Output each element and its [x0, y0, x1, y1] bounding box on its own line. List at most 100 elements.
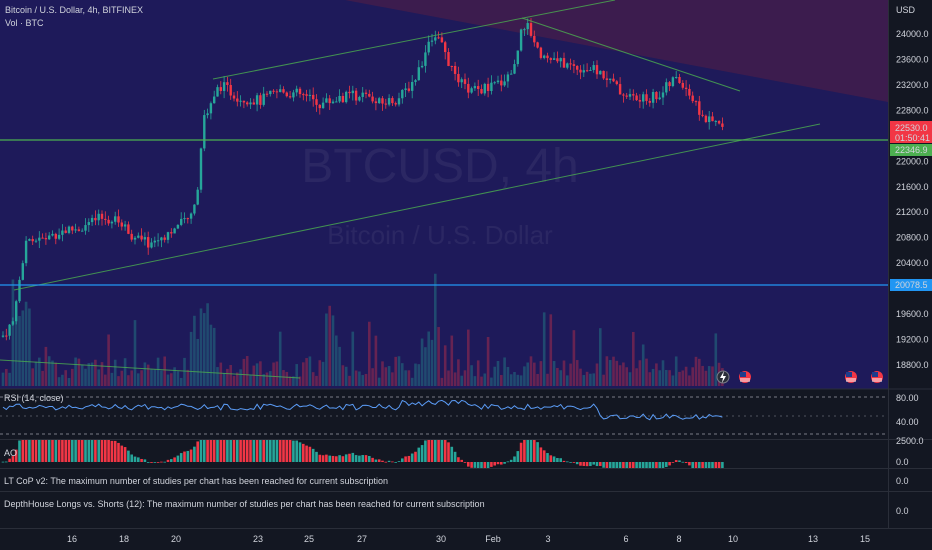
candle — [595, 60, 599, 79]
candle — [114, 211, 117, 225]
rsi-label[interactable]: RSI (14, close) — [4, 393, 64, 403]
candle — [618, 77, 622, 95]
candle — [500, 74, 503, 92]
ao-label[interactable]: AO — [4, 448, 17, 458]
ao-bar — [493, 462, 496, 466]
volume-bar — [97, 369, 100, 386]
volume-bar — [275, 361, 279, 386]
volume-bar — [655, 363, 658, 386]
volume-bar — [602, 374, 605, 386]
candle — [298, 86, 302, 98]
ao-bar — [572, 462, 576, 463]
descending-trendline[interactable] — [521, 17, 741, 92]
volume-bar — [11, 279, 15, 386]
volume-trendline[interactable] — [0, 359, 301, 379]
candle — [206, 108, 209, 119]
ao-bar — [5, 461, 8, 463]
ao-bar — [80, 440, 84, 462]
volume-bar — [321, 361, 325, 386]
ao-bar — [305, 445, 308, 462]
candle — [249, 98, 252, 109]
ao-bar — [513, 456, 516, 462]
volume-bar — [645, 358, 648, 386]
volume-bar — [407, 370, 411, 386]
ao-bar — [31, 440, 34, 462]
volume-bar — [605, 356, 609, 386]
volume-bar — [562, 360, 566, 386]
price-tick: 23200.0 — [896, 80, 929, 90]
candle — [8, 324, 11, 340]
volume-label[interactable]: Vol · BTC — [5, 18, 44, 28]
ao-bar — [671, 462, 675, 463]
ao-bar — [206, 440, 209, 462]
upper-level-tag: 22346.9 — [890, 144, 932, 156]
ao-bar — [335, 456, 338, 462]
rsi-line — [2, 399, 723, 421]
time-axis[interactable]: 16 18 20 23 25 27 30 Feb 3 6 8 10 13 15 — [67, 534, 870, 544]
ltcop-label[interactable]: LT CoP v2: The maximum number of studies… — [4, 476, 388, 486]
symbol-title[interactable]: Bitcoin / U.S. Dollar, 4h, BITFINEX — [5, 5, 143, 15]
ao-bar — [453, 451, 457, 462]
ao-bar — [344, 454, 348, 462]
volume-bar — [681, 370, 685, 386]
channel-upper-trendline[interactable] — [212, 0, 616, 80]
volume-bar — [704, 370, 708, 386]
candle — [351, 85, 354, 101]
candle — [48, 232, 51, 240]
candle — [585, 63, 589, 73]
candle — [74, 223, 77, 234]
volume-bar — [127, 375, 130, 386]
volume-bar — [328, 305, 331, 386]
ao-bar — [166, 459, 170, 462]
candle — [31, 235, 34, 246]
candle — [15, 299, 18, 325]
volume-bar — [635, 368, 638, 386]
candle — [54, 232, 57, 245]
time-tick: 8 — [676, 534, 681, 544]
ao-bar — [74, 440, 77, 462]
candle — [302, 92, 305, 101]
candle — [259, 92, 262, 109]
candle — [1, 331, 5, 338]
ao-bar — [179, 453, 183, 462]
depthhouse-label[interactable]: DepthHouse Longs vs. Shorts (12): The ma… — [4, 499, 485, 509]
channel-lower-trendline[interactable] — [13, 123, 821, 291]
volume-bar — [77, 358, 81, 386]
candle — [546, 52, 549, 63]
candle — [642, 91, 645, 109]
us-flag-icon[interactable] — [845, 371, 857, 383]
ao-bar — [674, 460, 678, 462]
candle — [338, 89, 341, 104]
flash-icon[interactable] — [716, 370, 730, 384]
volume-bar — [434, 273, 437, 386]
volume-bar — [14, 305, 18, 386]
ao-bar — [183, 451, 186, 462]
ao-bar — [496, 462, 500, 465]
volume-bar — [193, 315, 196, 386]
candle — [473, 82, 477, 92]
volume-bar — [31, 368, 34, 386]
lower-level-tag: 20078.5 — [890, 279, 932, 291]
volume-bar — [608, 360, 612, 386]
ao-bar — [259, 440, 262, 462]
candle — [404, 82, 407, 97]
volume-bar — [457, 359, 460, 386]
candle — [199, 147, 203, 193]
candle — [295, 85, 298, 97]
candle — [579, 65, 582, 80]
volume-bar — [285, 371, 289, 386]
ao-bar — [282, 440, 285, 462]
volume-bar — [150, 369, 153, 386]
volume-bar — [701, 365, 704, 386]
price-axis-ticks[interactable]: 24000.0 23600.0 23200.0 22800.0 22000.0 21600… — [896, 29, 929, 370]
volume-bar — [575, 360, 579, 386]
us-flag-icon[interactable] — [871, 371, 883, 383]
ao-bar — [404, 456, 407, 462]
ltcop-pane-bg — [0, 469, 888, 491]
us-flag-icon[interactable] — [739, 371, 751, 383]
volume-bar — [427, 331, 430, 386]
ao-bar — [199, 440, 203, 462]
volume-bar — [47, 356, 51, 386]
candle — [100, 210, 104, 226]
